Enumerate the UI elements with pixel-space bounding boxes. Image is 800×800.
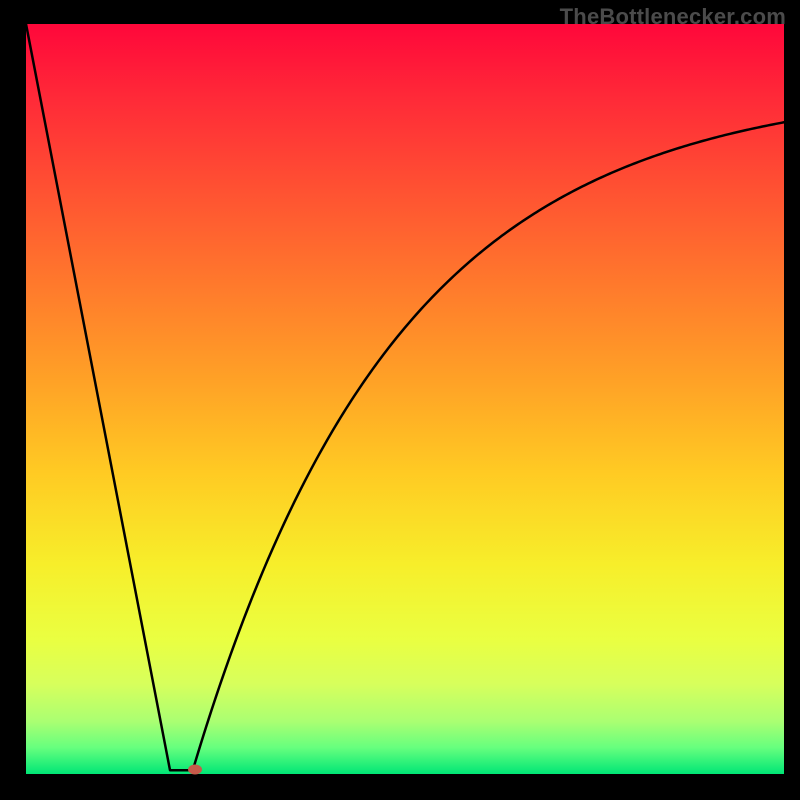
chart-container: TheBottlenecker.com <box>0 0 800 800</box>
bottleneck-chart <box>0 0 800 800</box>
plot-background <box>26 24 784 774</box>
optimal-marker <box>188 765 202 775</box>
watermark-text: TheBottlenecker.com <box>560 4 786 30</box>
